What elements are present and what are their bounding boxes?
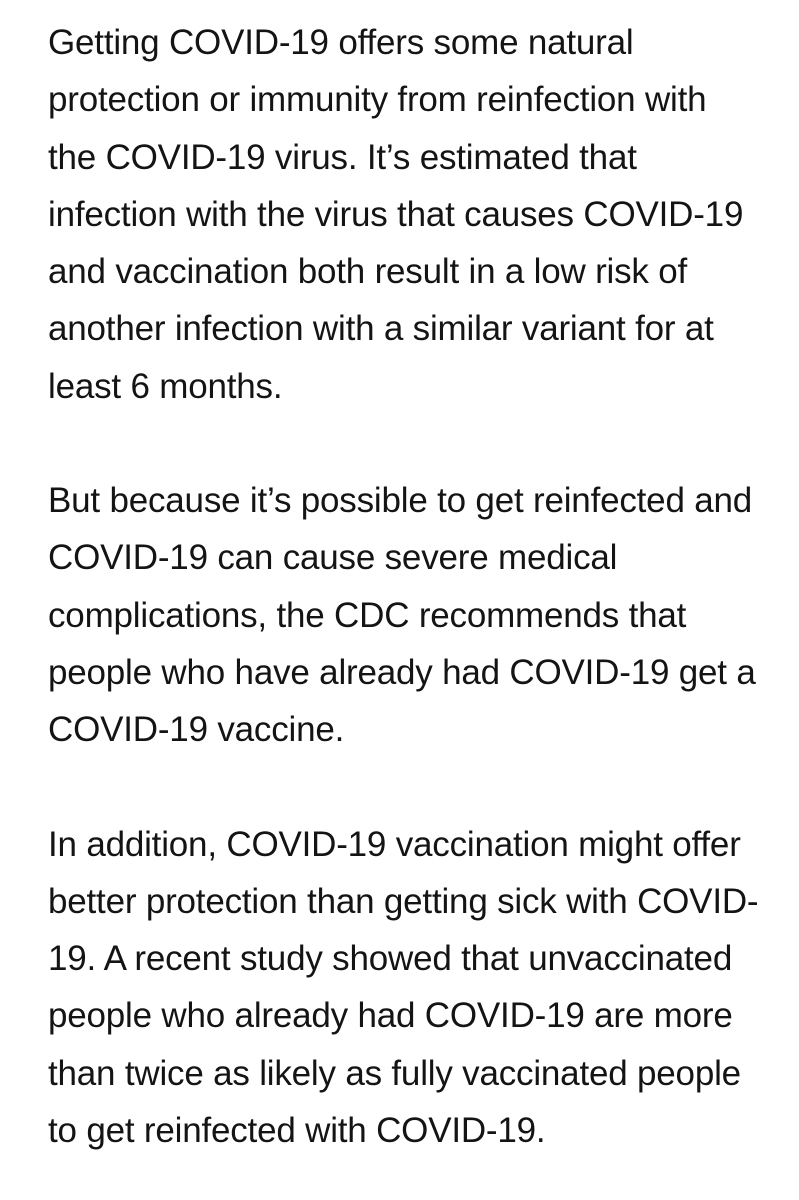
paragraph-natural-immunity: Getting COVID-19 offers some natural pro… <box>48 23 744 406</box>
paragraph-cdc-recommendation: But because it’s possible to get reinfec… <box>48 481 756 750</box>
paragraph-vaccination-protection: In addition, COVID-19 vaccination might … <box>48 824 759 1151</box>
